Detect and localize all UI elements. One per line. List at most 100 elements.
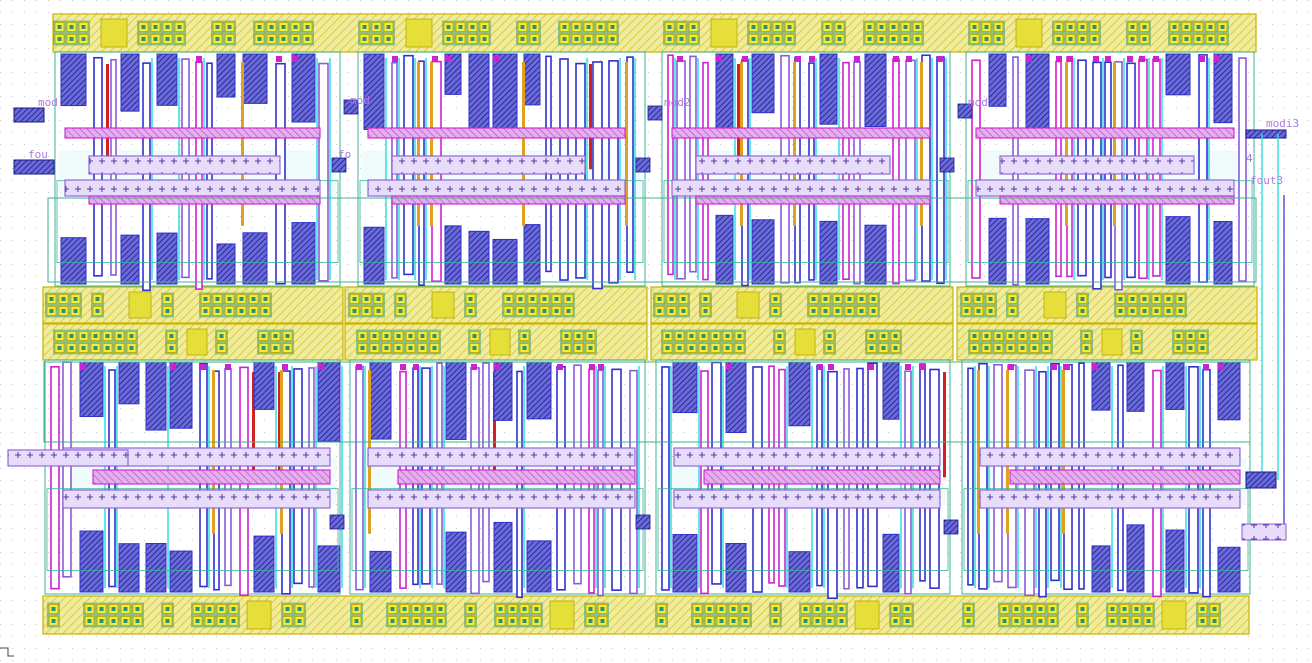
contact-core — [408, 346, 413, 350]
contact-core — [600, 619, 605, 623]
contact-core — [438, 619, 443, 623]
contact-core — [1020, 346, 1025, 350]
pin-modi3 — [1245, 129, 1287, 139]
diffusion-bottom — [1126, 524, 1145, 593]
contact-core — [564, 346, 569, 350]
contact-core — [87, 607, 92, 611]
contact-core — [972, 25, 977, 29]
contact-core — [777, 334, 782, 338]
contact-core — [95, 309, 100, 313]
bus-top — [999, 155, 1195, 175]
contact-core — [751, 25, 756, 29]
contact-core — [713, 346, 718, 350]
contact-core — [903, 37, 908, 41]
contact-core — [1032, 334, 1037, 338]
poly-pad — [493, 56, 499, 62]
diffusion-top — [253, 361, 275, 410]
metal-column — [608, 60, 619, 284]
contact-core — [586, 37, 591, 41]
contact-core — [775, 37, 780, 41]
contact-core — [257, 25, 262, 29]
contact-core — [667, 25, 672, 29]
bus-top — [88, 155, 281, 175]
contact-core — [105, 334, 110, 338]
contact-core — [390, 619, 395, 623]
contact-core — [669, 297, 674, 301]
diffusion-bottom — [169, 550, 193, 593]
contact-core — [1212, 607, 1217, 611]
contact-core — [1220, 37, 1225, 41]
bus-top — [367, 179, 626, 197]
contact-core — [1084, 334, 1089, 338]
contact-core — [362, 25, 367, 29]
poly-pad — [276, 56, 282, 62]
diffusion-bottom — [242, 232, 268, 285]
contact-core — [1200, 607, 1205, 611]
diffusion-top — [291, 53, 316, 123]
contact-core — [811, 297, 816, 301]
contact-core — [273, 334, 278, 338]
contact-core — [893, 346, 898, 350]
contact-core — [81, 346, 86, 350]
contact-core — [57, 346, 62, 350]
contact-core — [239, 309, 244, 313]
rail-tap — [1161, 600, 1187, 630]
poly-pad — [356, 364, 362, 370]
power-rail — [42, 286, 344, 324]
contact-core — [227, 297, 232, 301]
contact-core — [657, 297, 662, 301]
red-strip — [943, 372, 946, 478]
contact-core — [1056, 37, 1061, 41]
contact-core — [689, 334, 694, 338]
poly-pad — [1218, 364, 1224, 370]
poly-pad — [598, 364, 604, 370]
contact-core — [468, 309, 473, 313]
contact-core — [881, 346, 886, 350]
contact-core — [446, 25, 451, 29]
contact-core — [879, 37, 884, 41]
pin-label-mod: mod — [38, 96, 58, 109]
contact-core — [203, 309, 208, 313]
bus-bottom — [979, 489, 1241, 509]
pin-label-mod-col3: mod2 — [664, 96, 691, 109]
contact-core — [426, 607, 431, 611]
contact-core — [751, 37, 756, 41]
contact-core — [1026, 619, 1031, 623]
contact-core — [165, 297, 170, 301]
contact-core — [219, 346, 224, 350]
contact-core — [297, 619, 302, 623]
contact-core — [1208, 25, 1213, 29]
contact-core — [1154, 309, 1159, 313]
contact-core — [305, 25, 310, 29]
contact-core — [177, 25, 182, 29]
diffusion-bottom — [1025, 218, 1050, 285]
bus-top — [975, 179, 1235, 197]
contact-core — [135, 619, 140, 623]
bus-top — [671, 127, 931, 139]
pin-mod — [13, 107, 45, 123]
contact-core — [522, 346, 527, 350]
contact-core — [1002, 619, 1007, 623]
contact-core — [815, 607, 820, 611]
contact-core — [713, 334, 718, 338]
poly-pad — [906, 56, 912, 62]
contact-core — [135, 607, 140, 611]
contact-core — [1044, 334, 1049, 338]
contact-core — [1080, 297, 1085, 301]
diffusion-bottom — [864, 224, 887, 285]
diffusion-bottom — [672, 534, 698, 593]
contact-core — [1050, 607, 1055, 611]
contact-core — [362, 37, 367, 41]
metal-column — [905, 59, 916, 282]
contact-core — [659, 619, 664, 623]
contact-core — [1080, 309, 1085, 313]
contact-core — [707, 619, 712, 623]
contact-core — [1178, 297, 1183, 301]
pin-right-bottom — [1241, 523, 1287, 541]
contact-core — [1092, 37, 1097, 41]
poly-pad — [282, 364, 288, 370]
contact-core — [837, 25, 842, 29]
orange-strip — [920, 62, 923, 226]
contact-core — [261, 346, 266, 350]
well-outline — [655, 359, 951, 595]
